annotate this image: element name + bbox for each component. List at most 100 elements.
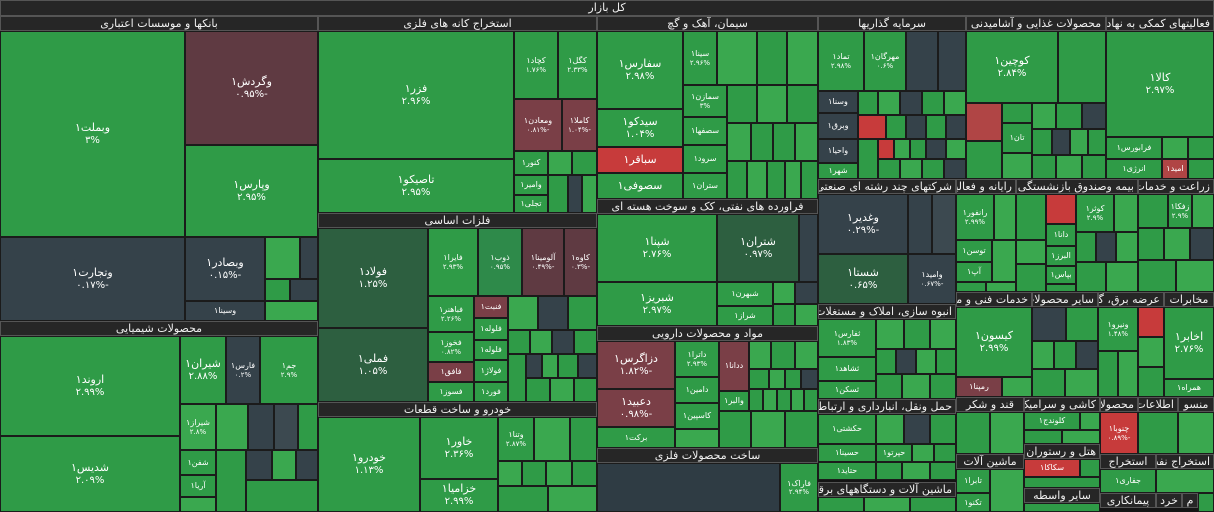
tile-stran[interactable]: ستران۱ (683, 173, 727, 199)
tile-inv-16[interactable] (910, 139, 926, 159)
tile-tan[interactable]: تان۱ (1002, 123, 1032, 153)
sector-header-realestate[interactable]: انبوه سازی، املاک و مستغلات (818, 304, 956, 319)
tile-hkshti[interactable]: حکشتی۱ (818, 414, 876, 444)
tile-arvand[interactable]: اروند۱ ۲.۹۹% (0, 336, 180, 436)
tile-food-15[interactable] (1082, 155, 1106, 179)
tile-food-11[interactable] (1070, 129, 1088, 155)
tile-ut-2[interactable] (1138, 337, 1164, 367)
tile-multi-1[interactable] (908, 194, 932, 254)
tile-inv-18[interactable] (946, 139, 966, 159)
tile-vamid[interactable]: وامید۱ -۰.۶۷% (908, 254, 956, 304)
tile-mp-1[interactable] (597, 463, 780, 512)
tile-vtejarat[interactable]: وتجارت۱ -۰.۱۷% (0, 237, 185, 321)
tile-ph-2[interactable] (771, 341, 795, 369)
tile-re-1[interactable] (876, 319, 904, 349)
sector-header-telecom[interactable]: مخابرات (1164, 292, 1214, 307)
tile-bm-2[interactable] (538, 296, 568, 330)
tile-dmin[interactable]: دامین۱ (675, 377, 719, 403)
tile-ph-12[interactable] (804, 389, 818, 411)
tile-vghadir[interactable]: وغدیر۱ -۰.۲۹% (818, 194, 908, 254)
tile-tkno[interactable]: تکنو۱ (956, 493, 990, 512)
tile-bm-15[interactable] (574, 378, 597, 402)
tile-dtra[interactable]: داترا۱ ۲.۹۳% (675, 341, 719, 377)
sector-header-contractors[interactable]: پیمانکاری (1100, 493, 1156, 508)
tile-bm-3[interactable] (568, 296, 597, 330)
tile-kchad[interactable]: کچاد۱ ۱.۷۶% (514, 31, 558, 99)
tile-jfari[interactable]: جفاری۱ (1100, 469, 1156, 493)
tile-dzagrs[interactable]: دزاگرس۱ -۱.۸۲% (597, 341, 675, 389)
tile-inv-13[interactable] (858, 139, 878, 179)
tile-kave[interactable]: کاوه۱ -۰.۳% (564, 228, 597, 296)
sector-header-equipment[interactable]: ماشین آلات (956, 454, 1024, 469)
sector-header-metalproducts[interactable]: ساخت محصولات فلزی (597, 448, 818, 463)
tile-ot-1[interactable] (1024, 503, 1100, 512)
tile-bank-small-3[interactable] (265, 279, 290, 301)
tile-klvndj[interactable]: کلوندج۱ (1024, 412, 1080, 430)
tile-enrzhi[interactable]: انرژی۱ (1106, 159, 1162, 179)
tile-cem-15[interactable] (801, 161, 818, 199)
tile-ins-3[interactable] (1016, 240, 1046, 264)
tile-ph-7[interactable] (801, 369, 818, 389)
tile-ph-15[interactable] (785, 411, 818, 448)
tile-cem-10[interactable] (795, 123, 818, 161)
tile-ut-1[interactable] (1138, 307, 1164, 337)
tile-fmeli[interactable]: فملی۱ ۱.۰۵% (318, 328, 428, 402)
tile-bm-10[interactable] (542, 354, 558, 378)
tile-tajl[interactable]: تجلی۱ (514, 195, 548, 213)
tile-agri-3[interactable] (1138, 228, 1164, 260)
tile-food-6[interactable] (1082, 103, 1106, 129)
tile-skaka[interactable]: سکاکا۱ (1024, 459, 1080, 477)
sector-header-basemetals[interactable]: فلزات اساسی (318, 213, 597, 228)
tile-food-13[interactable] (1032, 155, 1056, 179)
tile-chem-6[interactable] (246, 450, 272, 480)
sector-header-sugar[interactable]: قند و شکر (956, 397, 1024, 412)
tile-vsna[interactable]: وسنا۱ (818, 91, 858, 113)
tile-ref-3[interactable] (795, 282, 818, 304)
tile-albrz[interactable]: البرز۱ (1046, 246, 1076, 266)
tile-sefha[interactable]: سصفها۱ (683, 117, 727, 145)
tile-ins-11[interactable] (1046, 284, 1076, 292)
tile-auto-1[interactable] (534, 417, 570, 461)
tile-food-3[interactable] (1002, 103, 1032, 123)
tile-ranfor[interactable]: رانفور۱ ۲.۹۹% (956, 194, 994, 240)
tile-mining-2[interactable] (572, 151, 597, 175)
tile-re-3[interactable] (930, 319, 956, 349)
tile-tr-5[interactable] (934, 444, 956, 462)
tile-mining-4[interactable] (568, 175, 582, 213)
tile-agri-7[interactable] (1176, 260, 1214, 292)
tile-ph-3[interactable] (795, 341, 818, 369)
sector-header-tiles[interactable]: کاشی و سرامیک (1024, 397, 1100, 412)
tile-flole[interactable]: فلوله۱ (474, 318, 508, 340)
tile-shsta[interactable]: شستا۱ ۰.۶۵% (818, 254, 908, 304)
tile-fnbt[interactable]: فنبت۱ (474, 296, 508, 318)
tile-multi-2[interactable] (932, 194, 956, 254)
tile-auto-4[interactable] (522, 461, 546, 486)
tile-ins-9[interactable] (1076, 262, 1106, 292)
tile-cem-7[interactable] (727, 123, 751, 161)
tile-arya[interactable]: آریا۱ (180, 475, 216, 497)
tile-ht-1[interactable] (1080, 459, 1100, 477)
tile-ref-5[interactable] (795, 304, 818, 326)
tile-alominum[interactable]: آلومینا۱ -۰.۴۹% (522, 228, 564, 296)
tile-hamra[interactable]: همراه۱ (1164, 379, 1214, 397)
tile-inv-15[interactable] (894, 139, 910, 159)
tile-tfars[interactable]: ثفارس۱ ۱.۸۳% (818, 319, 876, 357)
tile-kowsar[interactable]: کوثر۱ ۲.۹% (1076, 194, 1114, 232)
tile-ins-10[interactable] (1106, 262, 1138, 292)
tile-ph-14[interactable] (751, 411, 785, 448)
tile-srod[interactable]: سرود۱ (683, 145, 727, 173)
sector-header-multi[interactable]: شرکتهای چند رشته ای صنعتی (818, 179, 956, 194)
tile-kaspin[interactable]: کاسپین۱ (675, 403, 719, 429)
tile-food-1[interactable] (1058, 31, 1106, 103)
tile-cem-11[interactable] (727, 161, 747, 199)
tile-ins-4[interactable] (1016, 264, 1046, 292)
tile-shbhran[interactable]: شبهرن۱ (717, 282, 773, 306)
tile-sup-1[interactable] (1162, 137, 1188, 159)
tile-cem-14[interactable] (785, 161, 801, 199)
tile-vbmellat[interactable]: وبملت۱ ۳% (0, 31, 185, 237)
tile-kamla[interactable]: کاملا۱ -۱.۰۴% (562, 99, 597, 151)
tile-fkhoz[interactable]: فخوز۱ ۰.۸۲% (428, 332, 474, 362)
tile-khzamya[interactable]: خزامیا۱ ۲.۹۹% (420, 479, 498, 512)
tile-tl-1[interactable] (1080, 412, 1100, 430)
tile-sidko[interactable]: سیدکو۱ ۱.۰۴% (597, 109, 683, 147)
